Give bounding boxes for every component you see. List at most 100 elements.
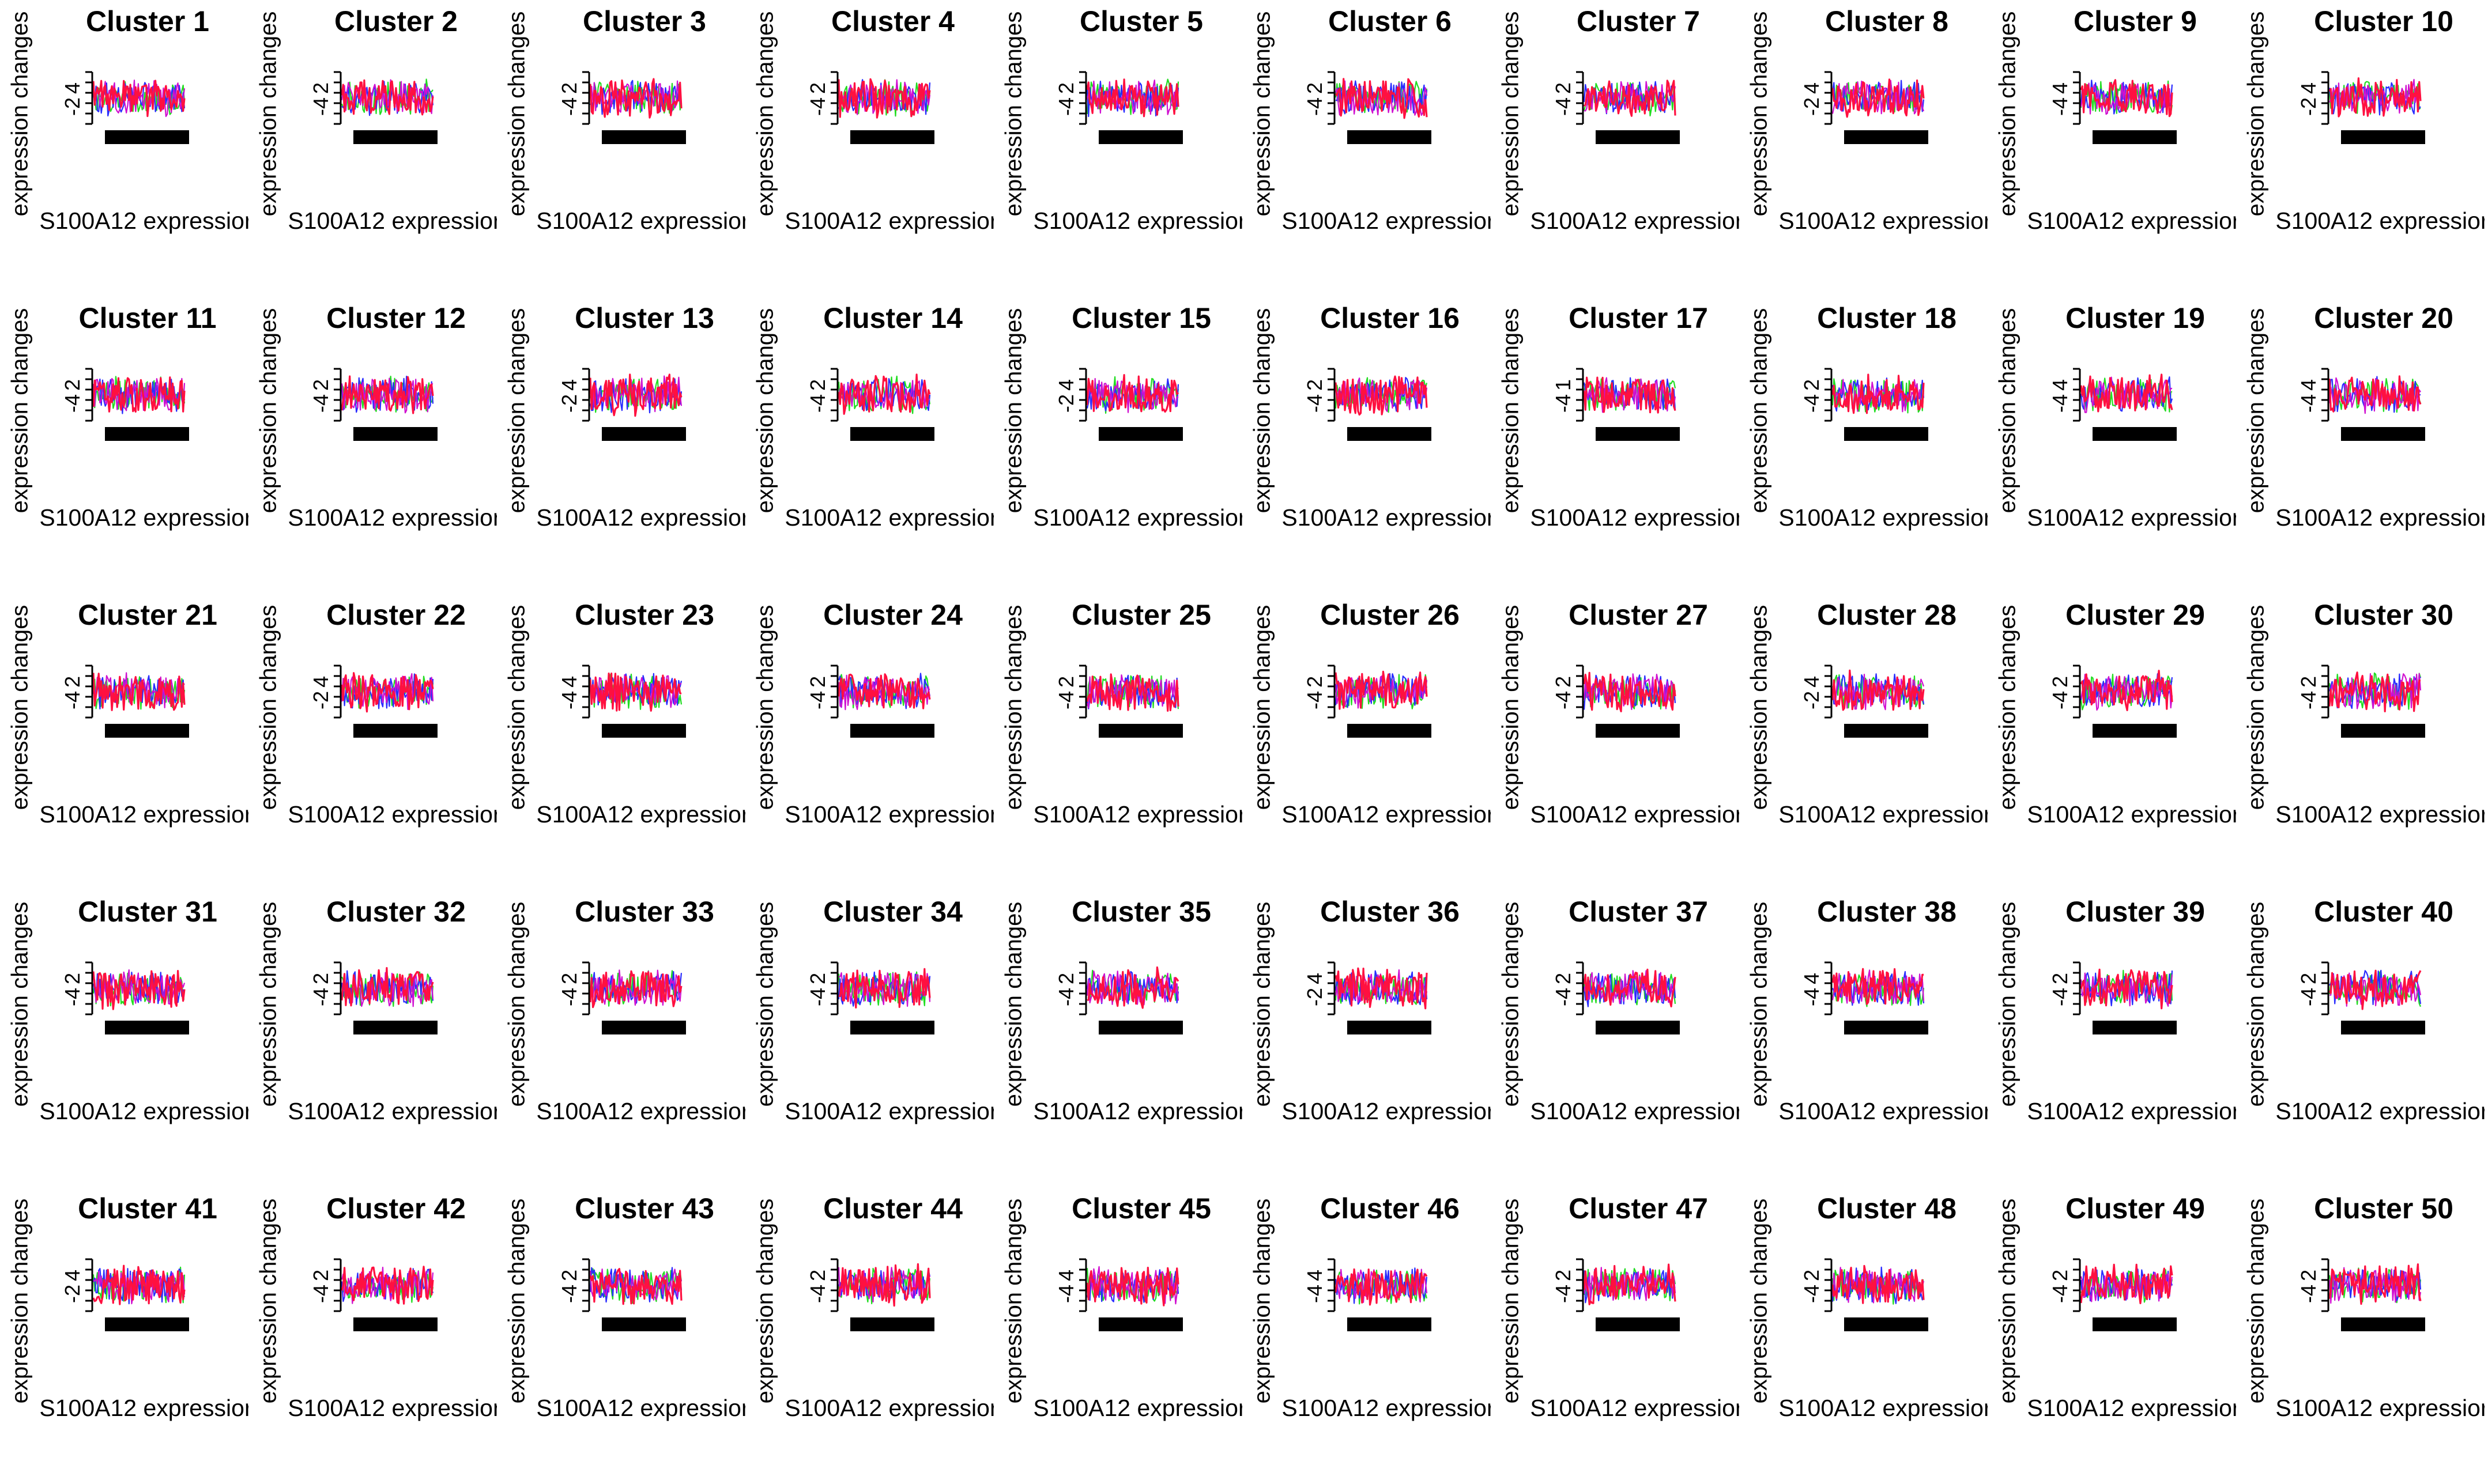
cluster-panel: 2 -4 Cluster 5 expression changes S100A12 ex… [994,0,1243,297]
cluster-panel: 2 -4 Cluster 30 expression changes S100A12 e… [2236,594,2485,890]
cluster-panel: 4 -2 Cluster 22 expression changes S100A12 e… [248,594,497,890]
y-tick-label: -4 [2048,394,2072,413]
y-axis-label: expression changes [504,605,530,810]
series-line [1831,968,1924,1005]
y-tick-label: 2 [557,1270,581,1281]
y-axis-label: expression changes [1249,1198,1275,1404]
y-tick-label: 2 [309,1270,333,1281]
sample-bar [353,1021,438,1034]
y-tick-label: 4 [1800,676,1823,688]
x-axis-label: S100A12 expressior [1530,207,1739,234]
y-tick-label: -2 [309,691,333,709]
panel-title: Cluster 9 [2074,5,2197,37]
y-tick-label: 2 [806,379,830,391]
series-line [1831,669,1925,711]
y-tick-label: 2 [1054,82,1078,94]
panel-plot: 2-4 [2297,961,2425,1034]
sample-bar [1596,427,1680,441]
panel-plot: 2-4 [806,368,934,441]
sample-bar [850,427,934,441]
x-axis-label: S100A12 expressior [39,1395,248,1421]
y-tick-label: -4 [309,1285,333,1303]
panel-title: Cluster 36 [1320,896,1460,928]
sample-bar [2341,724,2425,738]
y-tick-label: -4 [1054,1285,1078,1303]
sample-bar [2093,1317,2177,1331]
cluster-panel: 4 -4 Cluster 20 expression changes S100A12 e… [2236,297,2485,594]
panel-title: Cluster 2 [334,5,458,37]
y-axis-label: expression changes [1995,1198,2020,1404]
y-axis-label: expression changes [1746,605,1772,810]
x-axis-label: S100A12 expressior [1033,1395,1242,1421]
series-line [1086,673,1179,712]
y-tick-label: 2 [557,82,581,94]
cluster-panel-grid: 4 -2 Cluster 1 expression changes S100A12 ex… [0,0,2485,1421]
x-axis-label: S100A12 expressior [1778,504,1988,531]
y-tick-label: 2 [2297,973,2320,984]
y-axis-label: expression changes [1746,11,1772,217]
y-tick-label: 2 [1054,973,1078,984]
cluster-panel: 4 -4 Cluster 19 expression changes S100A12 e… [1988,297,2237,594]
series-line [341,79,434,116]
y-tick-label: -2 [1800,691,1823,709]
y-tick-label: 4 [1800,973,1823,984]
y-axis-label: expression changes [504,11,530,217]
y-axis-label: expression changes [1249,901,1275,1107]
cluster-panel: 2 -4 Cluster 29 expression changes S100A12 e… [1988,594,2237,890]
x-axis-label: S100A12 expressior [536,1395,745,1421]
series-line [838,1267,931,1302]
y-axis-label: expression changes [255,1198,281,1404]
x-axis-label: S100A12 expressior [1281,504,1491,531]
y-tick-label: 2 [1800,379,1823,391]
cluster-panel: 2 -4 Cluster 31 expression changes S100A12 e… [0,890,249,1187]
y-axis-label: expression changes [1995,308,2020,513]
series-line [2080,670,2173,711]
x-axis-label: S100A12 expressior [536,504,745,531]
sample-bar [602,1317,686,1331]
panel-plot: 2-4 [2048,1258,2177,1331]
series-line [341,1266,434,1305]
x-axis-label: S100A12 expressior [2027,1395,2236,1421]
y-tick-label: -4 [2048,97,2072,116]
sample-bar [1844,1317,1928,1331]
cluster-panel: 2 -4 Cluster 43 expression changes S100A12 e… [497,1187,746,1484]
sample-bar [1844,1021,1928,1034]
x-axis-label: S100A12 expressior [1530,504,1739,531]
cluster-panel: 2 -4 Cluster 34 expression changes S100A12 e… [745,890,994,1187]
panel-title: Cluster 23 [575,599,714,631]
series-line [2328,671,2421,712]
y-tick-label: -4 [1800,988,1823,1006]
x-axis-label: S100A12 expressior [39,1098,248,1124]
x-axis-label: S100A12 expressior [39,504,248,531]
x-axis-label: S100A12 expressior [536,1098,745,1124]
y-tick-label: -4 [1303,691,1326,709]
panel-title: Cluster 12 [326,302,466,334]
panel-plot: 1-4 [1551,368,1680,441]
cluster-panel: 2 -4 Cluster 4 expression changes S100A12 ex… [745,0,994,297]
panel-plot: 2-4 [61,368,189,441]
panel-title: Cluster 3 [583,5,706,37]
sample-bar [1347,130,1431,144]
panel-title: Cluster 35 [1072,896,1211,928]
y-axis-label: expression changes [2243,901,2269,1107]
panel-plot: 4-2 [557,368,686,441]
panel-title: Cluster 10 [2314,5,2453,37]
sample-bar [1347,1317,1431,1331]
y-tick-label: -4 [806,97,830,116]
x-axis-label: S100A12 expressior [2275,1098,2485,1124]
series-line [1335,967,1428,1010]
sample-bar [1596,130,1680,144]
y-axis-label: expression changes [1249,605,1275,810]
y-tick-label: 2 [806,1270,830,1281]
panel-plot: 4-4 [2048,71,2177,144]
panel-title: Cluster 33 [575,896,714,928]
panel-title: Cluster 40 [2314,896,2453,928]
y-tick-label: -4 [2048,988,2072,1006]
sample-bar [602,130,686,144]
y-tick-label: -4 [1551,394,1575,413]
x-axis-label: S100A12 expressior [785,801,994,828]
sample-bar [1099,724,1183,738]
cluster-panel: 2 -4 Cluster 47 expression changes S100A12 e… [1491,1187,1740,1484]
y-axis-label: expression changes [2243,308,2269,513]
panel-plot: 2-4 [1303,71,1431,144]
